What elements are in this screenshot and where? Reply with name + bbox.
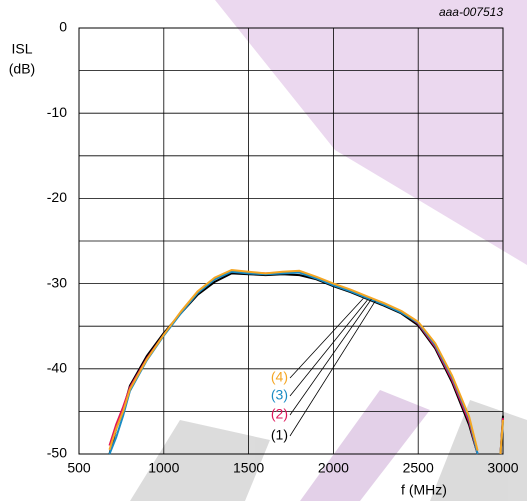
x-label: f (MHz)	[401, 482, 447, 498]
leader-line	[289, 300, 376, 437]
series-line	[108, 270, 504, 455]
y-label: ISL	[11, 41, 32, 57]
y-tick-label: 0	[59, 19, 67, 35]
series-line	[108, 269, 504, 455]
x-tick-label: 1000	[148, 460, 179, 476]
x-tick-label: 2000	[318, 460, 349, 476]
legend-label: (1)	[271, 427, 288, 443]
x-tick-label: 500	[67, 460, 91, 476]
leader-line	[289, 299, 368, 397]
y-tick-label: -10	[47, 104, 67, 120]
leader-line	[289, 299, 372, 416]
y-label: (dB)	[9, 61, 35, 77]
watermark	[130, 0, 527, 501]
y-tick-label: -50	[47, 445, 67, 461]
legend-label: (3)	[271, 387, 288, 403]
x-tick-label: 3000	[487, 460, 518, 476]
y-tick-label: -30	[47, 274, 67, 290]
legend-label: (2)	[271, 406, 288, 422]
legend-label: (4)	[271, 369, 288, 385]
y-tick-label: -40	[47, 360, 67, 376]
annotation: aaa-007513	[439, 5, 503, 19]
leader-line	[289, 298, 364, 379]
y-tick-label: -20	[47, 189, 67, 205]
x-tick-label: 1500	[233, 460, 264, 476]
x-tick-label: 2500	[403, 460, 434, 476]
